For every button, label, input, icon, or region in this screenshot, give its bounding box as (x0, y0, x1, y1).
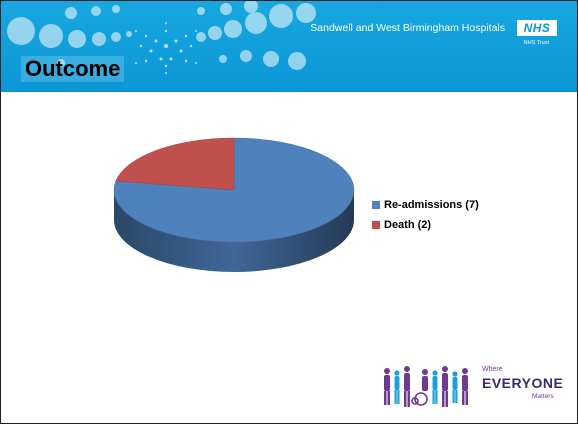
trust-label: NHS Trust (523, 40, 549, 46)
legend-swatch (372, 221, 380, 229)
nhs-logo: NHS (517, 20, 557, 36)
legend-item-death: Death (2) (372, 217, 479, 233)
pie-chart (113, 137, 355, 272)
decorative-dots-icon (7, 1, 316, 74)
legend-label: Death (2) (384, 219, 432, 231)
people-group-icon (384, 366, 468, 407)
chart-legend: Re-admissions (7) Death (2) (372, 197, 479, 237)
where-text: Where (482, 366, 503, 373)
pie-slice-side (114, 190, 354, 272)
legend-label: Re-admissions (7) (384, 199, 479, 211)
organisation-name: Sandwell and West Birmingham Hospitals (310, 22, 505, 34)
legend-swatch (372, 201, 380, 209)
slide-title: Outcome (21, 56, 125, 82)
legend-item-readmissions: Re-admissions (7) (372, 197, 479, 213)
everyone-text: EVERYONE (482, 375, 564, 391)
slide-header: Sandwell and West Birmingham Hospitals N… (1, 1, 577, 92)
matters-text: Matters (532, 393, 554, 400)
pie-slice (115, 137, 235, 191)
